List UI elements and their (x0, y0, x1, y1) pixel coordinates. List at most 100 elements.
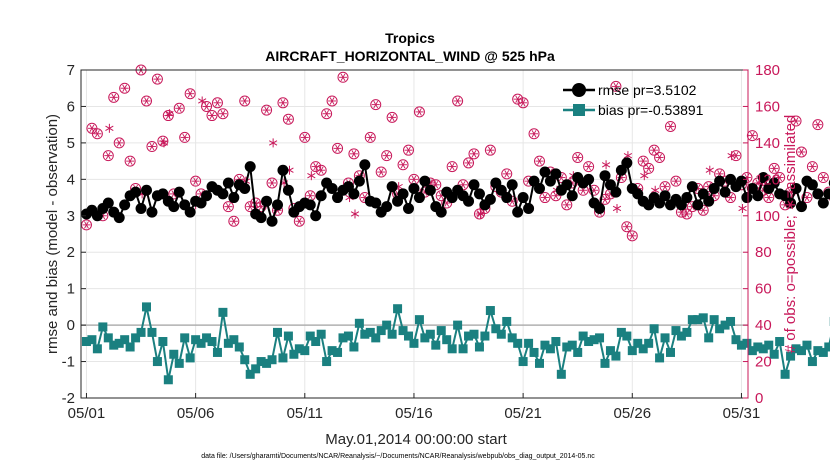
y-right-tick-label: 20 (755, 354, 772, 371)
y-right-tick-label: 120 (755, 171, 780, 188)
obs-asterisk-stroke (640, 157, 646, 165)
rmse-point (599, 170, 611, 182)
obs-asterisk-stroke (400, 161, 406, 169)
rmse-point (386, 181, 398, 193)
obs-asterisk-stroke (378, 168, 384, 176)
bias-point (174, 358, 184, 368)
obs-assimilated-marker (165, 109, 174, 119)
obs-circle (528, 128, 540, 140)
bias-point (813, 346, 823, 356)
bias-point (507, 333, 517, 343)
bias-point (294, 344, 304, 354)
obs-possible-marker (206, 110, 218, 122)
obs-circle (206, 110, 218, 122)
assimilated-stroke (159, 140, 169, 146)
bias-point (567, 340, 577, 350)
rmse-point (408, 182, 420, 194)
obs-possible-marker (484, 144, 496, 156)
bias-point (480, 331, 490, 341)
obs-asterisk-stroke (149, 142, 155, 151)
bias-point (256, 357, 266, 367)
obs-asterisk-stroke (286, 115, 291, 123)
obs-circle (310, 161, 322, 173)
obs-asterisk-stroke (296, 217, 302, 225)
bias-point (169, 349, 179, 359)
bias-point (534, 358, 544, 368)
x-tick-label: 05/06 (177, 405, 215, 422)
bias-point (496, 329, 506, 339)
rmse-point (277, 164, 289, 176)
rmse-point (381, 201, 393, 213)
obs-possible-marker (768, 162, 780, 174)
bias-point (207, 337, 217, 347)
assimilated-stroke (268, 140, 278, 146)
obs-asterisk-stroke (449, 162, 455, 171)
bias-point (726, 316, 736, 326)
obs-asterisk-stroke (586, 162, 592, 171)
bias-point (327, 346, 337, 356)
rmse-point (239, 182, 251, 194)
rmse-point (468, 179, 480, 191)
bias-point (758, 344, 768, 354)
obs-circle (626, 230, 638, 242)
rmse-point (102, 197, 114, 209)
bias-point (780, 369, 790, 379)
rmse-point (261, 195, 273, 207)
rmse-point (795, 201, 807, 213)
bias-point (791, 344, 801, 354)
obs-asterisk-stroke (280, 99, 286, 107)
obs-asterisk-stroke (504, 170, 510, 178)
bias-point (316, 329, 326, 339)
obs-asterisk-stroke (662, 182, 668, 191)
plot-area (81, 70, 748, 398)
obs-possible-marker (533, 155, 545, 167)
obs-circle (484, 144, 496, 156)
obs-asterisk-stroke (247, 202, 253, 211)
rmse-point (424, 184, 436, 196)
bias-point (649, 324, 659, 334)
rmse-point (517, 192, 529, 204)
bias-point (376, 326, 386, 336)
obs-circle (463, 157, 475, 169)
bias-point (414, 315, 424, 325)
obs-asterisk-stroke (804, 193, 810, 202)
rmse-point (130, 186, 142, 198)
obs-possible-marker (664, 120, 676, 132)
y-right-tick-label: 100 (755, 208, 780, 225)
bias-point (464, 331, 474, 341)
bias-point (731, 335, 741, 345)
bias-point (425, 329, 435, 339)
rmse-point (473, 188, 485, 200)
obs-possible-marker (124, 155, 136, 167)
bias-point (742, 338, 752, 348)
rmse-point (402, 202, 414, 214)
rmse-point (217, 188, 229, 200)
obs-circle (140, 95, 152, 107)
bias-point (611, 351, 621, 361)
obs-possible-marker (446, 161, 458, 173)
bias-point (152, 357, 162, 367)
bias-point (382, 320, 392, 330)
obs-circle (572, 151, 584, 163)
rmse-point (310, 210, 322, 222)
obs-asterisk-stroke (537, 157, 542, 165)
bias-point (627, 346, 637, 356)
y-axis-label: rmse and bias (model - observation) (44, 114, 61, 354)
rmse-point (140, 184, 152, 196)
obs-asterisk-stroke (329, 97, 335, 105)
y-tick-label: 6 (67, 98, 75, 115)
obs-circle (746, 130, 758, 142)
bias-point (420, 333, 430, 343)
bias-point (403, 331, 413, 341)
obs-asterisk-stroke (242, 97, 248, 105)
obs-asterisk-stroke (591, 186, 597, 194)
obs-possible-marker (140, 95, 152, 107)
legend-rmse-label: rmse pr=3.5102 (598, 82, 697, 98)
rmse-point (359, 159, 371, 171)
obs-circle (321, 108, 333, 120)
obs-possible-marker (681, 208, 693, 220)
obs-circle (512, 93, 524, 105)
assimilated-stroke (612, 205, 622, 212)
obs-possible-marker (654, 151, 666, 163)
obs-circle (299, 131, 311, 143)
